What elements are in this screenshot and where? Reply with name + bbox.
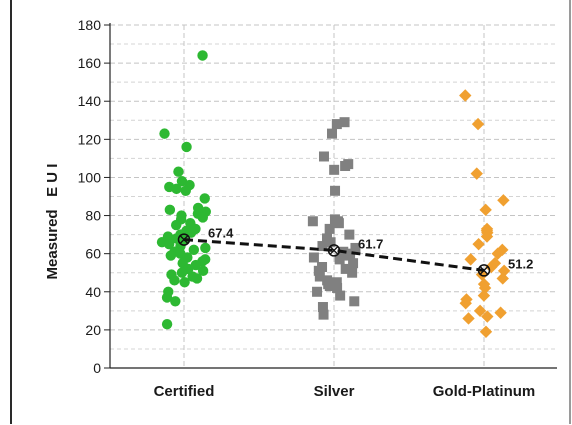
data-point-circle [159, 128, 170, 139]
data-point-circle [170, 219, 182, 231]
mean-marker [327, 244, 341, 257]
data-point-diamond [479, 325, 493, 338]
data-point-circle [197, 265, 209, 277]
y-tick-label: 180 [78, 17, 102, 33]
mean-value-label: 51.2 [508, 256, 533, 271]
data-point-diamond [478, 281, 492, 295]
data-point-circle [170, 296, 181, 307]
data-point-circle [197, 212, 208, 223]
data-point-circle [191, 273, 203, 284]
data-point-diamond [485, 260, 498, 274]
data-point-square [317, 241, 328, 252]
y-tick-label: 60 [85, 246, 101, 262]
data-point-square [331, 277, 342, 288]
data-point-diamond [491, 247, 504, 260]
data-point-diamond [496, 272, 509, 285]
data-point-diamond [481, 310, 494, 323]
mean-value-label: 67.4 [208, 226, 234, 241]
y-tick-label: 0 [93, 360, 101, 376]
x-category-label: Silver [314, 383, 355, 400]
mean-trend-line [183, 238, 485, 272]
data-point-diamond [462, 312, 475, 325]
data-point-square [325, 237, 336, 248]
mean-value-label: 61.7 [358, 236, 383, 251]
data-point-circle [161, 292, 173, 303]
data-point-square [349, 296, 360, 307]
data-point-circle [161, 318, 173, 330]
data-point-circle [197, 50, 208, 61]
data-point-circle [181, 141, 192, 153]
data-point-square [324, 281, 335, 292]
data-point-circle [179, 277, 190, 288]
y-tick-label: 100 [78, 169, 102, 185]
x-category-label: Gold-Platinum [433, 383, 536, 400]
y-tick-label: 140 [78, 93, 102, 109]
data-point-square [344, 229, 355, 240]
data-point-square [317, 302, 328, 313]
data-point-diamond [472, 237, 485, 251]
mean-marker-cross [329, 246, 339, 255]
data-point-square [329, 164, 340, 175]
data-point-square [339, 117, 350, 128]
data-point-square [324, 223, 335, 234]
chart-frame [10, 0, 571, 424]
data-point-square [335, 290, 346, 301]
data-point-square [318, 309, 329, 320]
data-point-diamond [479, 203, 492, 217]
mean-marker [177, 233, 191, 246]
data-point-circle [164, 204, 176, 216]
x-category-label: Certified [154, 383, 215, 400]
data-point-diamond [470, 167, 483, 180]
data-point-circle [173, 166, 184, 177]
data-point-diamond [497, 264, 511, 278]
data-point-diamond [459, 89, 472, 102]
data-point-diamond [494, 306, 507, 319]
data-point-square [344, 250, 355, 261]
mean-marker-cross [479, 266, 489, 275]
data-point-diamond [471, 117, 485, 131]
data-point-circle [188, 244, 200, 256]
y-tick-label: 40 [85, 284, 101, 300]
data-point-square [332, 282, 343, 293]
y-tick-label: 120 [78, 131, 102, 147]
data-point-square [348, 258, 359, 269]
data-point-square [330, 185, 341, 196]
data-point-circle [200, 242, 211, 254]
data-point-square [334, 254, 345, 265]
data-point-circle [163, 238, 175, 250]
y-tick-label: 160 [78, 55, 102, 71]
data-point-circle [171, 183, 182, 195]
data-point-square [318, 151, 329, 162]
data-point-square [340, 161, 351, 172]
data-point-square [347, 267, 358, 278]
data-point-square [333, 218, 344, 229]
y-tick-label: 20 [85, 322, 101, 338]
data-point-diamond [480, 230, 494, 243]
data-point-circle [165, 250, 177, 261]
mean-marker [477, 264, 491, 277]
y-tick-label: 80 [85, 208, 101, 224]
mean-marker-cross [179, 235, 189, 244]
data-point-square [350, 242, 361, 253]
data-point-square [340, 263, 351, 274]
data-point-square [312, 286, 323, 297]
data-point-square [331, 119, 342, 130]
data-point-diamond [473, 304, 487, 318]
data-point-circle [176, 267, 188, 278]
data-point-square [307, 216, 318, 227]
data-point-square [314, 271, 325, 282]
data-point-diamond [464, 253, 477, 266]
data-point-circle [199, 193, 210, 204]
data-point-diamond [459, 297, 472, 310]
data-point-circle [169, 275, 180, 286]
data-point-diamond [477, 289, 491, 302]
data-point-square [327, 128, 338, 139]
data-point-square [313, 265, 324, 276]
data-point-diamond [497, 194, 510, 207]
data-point-circle [180, 185, 191, 196]
data-point-square [308, 252, 319, 263]
y-axis-title: Measured E U I [44, 164, 61, 280]
